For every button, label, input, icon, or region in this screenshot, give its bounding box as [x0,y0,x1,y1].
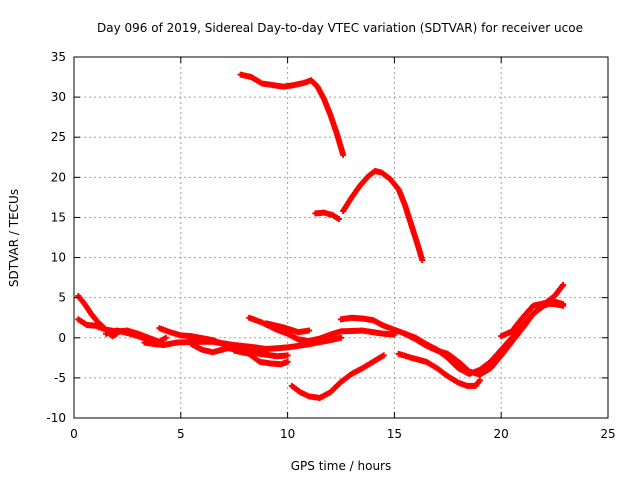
plot-frame [73,56,609,419]
y-tick-label: 10 [51,251,66,265]
data-point [476,377,483,384]
series-arc-15 [237,71,347,158]
series-arc-5 [156,325,270,353]
y-tick-label: 30 [51,90,66,104]
x-tick-label: 15 [387,427,402,441]
series-arc-17 [340,167,426,263]
data-point [380,352,387,359]
data-point [305,327,312,334]
series-arc-12 [395,350,483,389]
y-tick-label: 5 [58,291,66,305]
series-arc-14 [498,300,567,340]
x-tick-label: 25 [600,427,615,441]
series-arc-3 [103,327,163,348]
data-point [338,334,344,341]
data-point [560,281,567,288]
data-point [284,358,291,365]
series-arc-9 [263,320,312,336]
y-tick-label: 35 [51,50,66,64]
data-point [419,256,426,263]
x-tick-label: 10 [280,427,295,441]
series-arc-7 [231,347,291,368]
y-tick-label: -10 [46,411,66,425]
data-point [284,352,291,359]
x-tick-label: 20 [494,427,509,441]
y-tick-label: 15 [51,210,66,224]
y-tick-label: 0 [58,331,66,345]
axis-ticks: 0 5 10 15 20 25 -10 -5 0 5 10 15 20 25 30 35 [46,50,615,441]
x-tick-label: 0 [70,427,78,441]
gridlines [74,57,608,418]
x-axis-label: GPS time / hours [291,459,392,473]
data-points [75,71,567,401]
series-arc-13 [402,281,567,378]
data-point [335,216,342,223]
data-point [340,151,347,158]
data-point [162,334,169,341]
series-arc-16 [312,209,342,223]
y-axis-label: SDTVAR / TECUs [7,189,21,287]
x-tick-label: 5 [177,427,185,441]
series-arc-10 [288,352,387,401]
y-tick-label: 25 [51,130,66,144]
data-point [560,302,567,309]
y-tick-label: 20 [51,170,66,184]
y-tick-label: -5 [54,371,66,385]
chart-title: Day 096 of 2019, Sidereal Day-to-day VTE… [97,21,583,35]
